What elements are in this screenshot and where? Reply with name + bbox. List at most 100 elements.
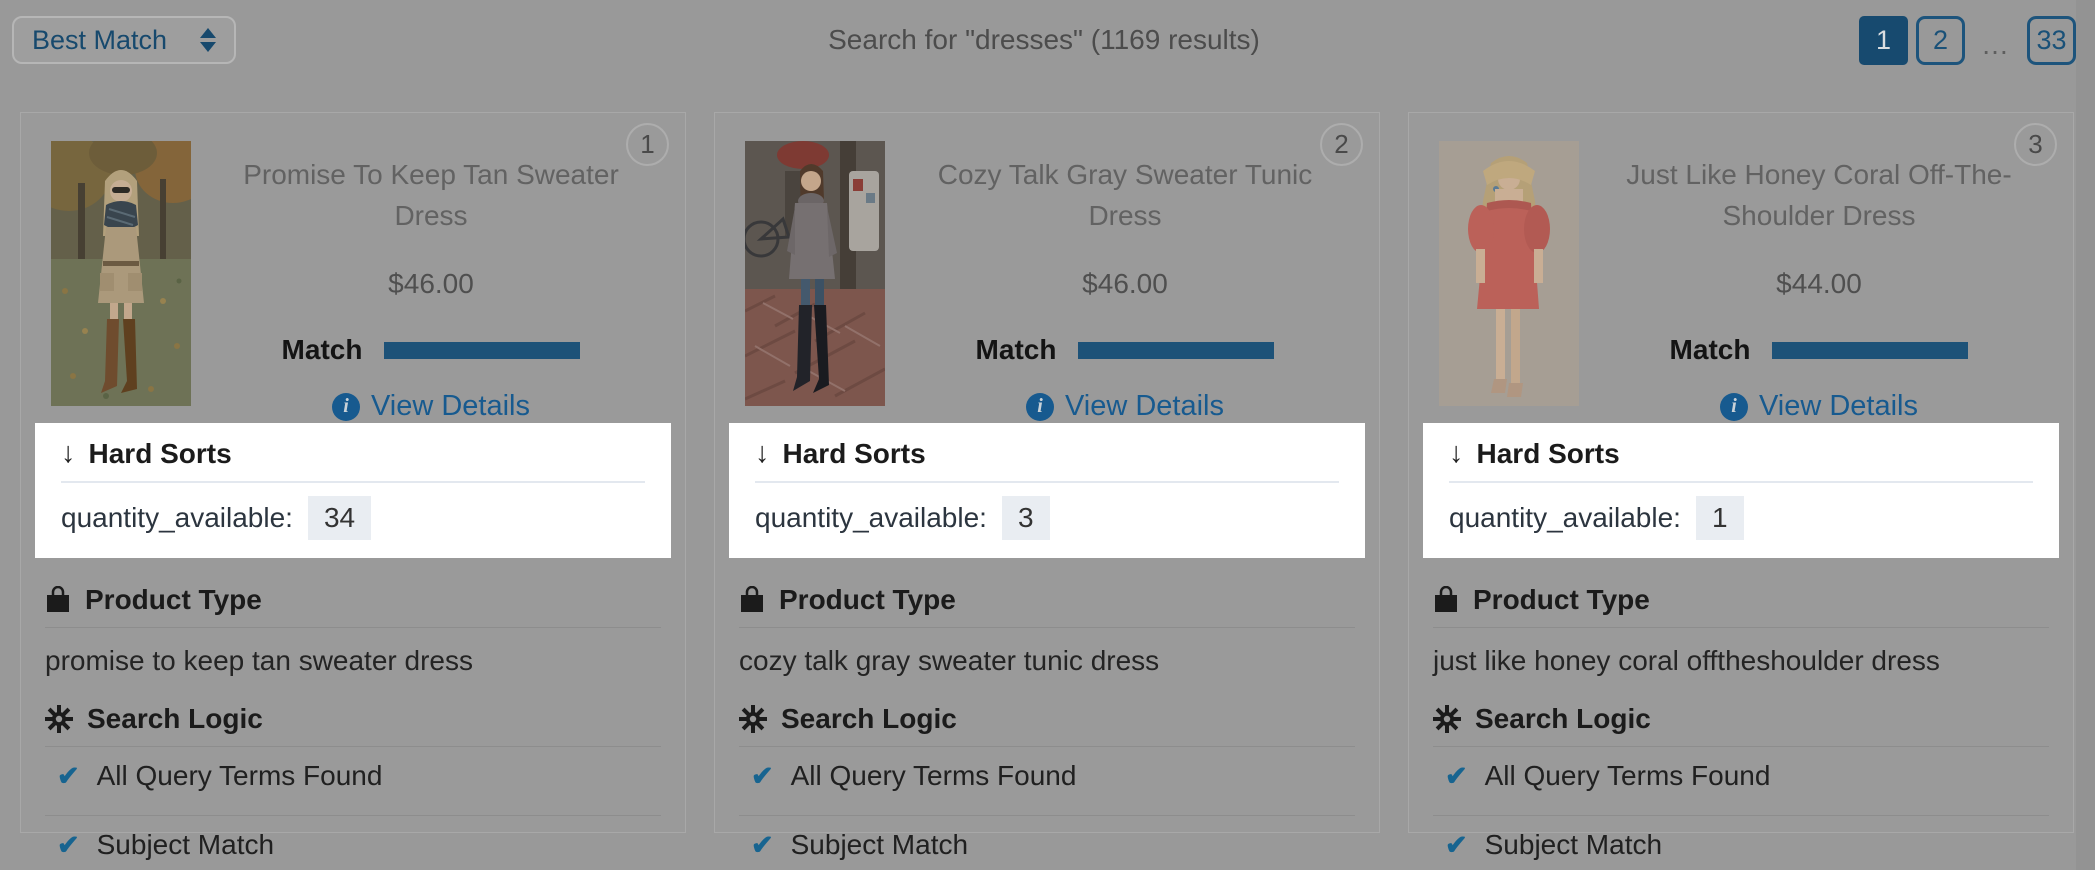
shopping-bag-icon: [47, 586, 69, 612]
view-details-link[interactable]: i View Details: [1719, 390, 1919, 423]
divider: [1433, 627, 2049, 628]
hard-sorts-header: ↓ Hard Sorts: [61, 437, 645, 470]
match-bar-fill: [384, 341, 581, 359]
down-arrow-icon: ↓: [1449, 437, 1464, 469]
logic-item-label: Subject Match: [1484, 829, 1663, 860]
product-type-section: Product Type just like honey coral offth…: [1423, 584, 2059, 677]
divider: [1433, 815, 2049, 816]
product-price: $46.00: [1082, 268, 1168, 300]
gear-icon: [45, 705, 73, 733]
hard-sorts-section: ↓ Hard Sorts quantity_available: 34: [35, 423, 671, 558]
down-arrow-icon: ↓: [61, 437, 76, 469]
pagination-page-1[interactable]: 1: [1859, 15, 1908, 65]
match-bar: [1078, 341, 1275, 359]
chevron-updown-icon: [200, 28, 216, 52]
logic-item: ✔ Subject Match: [45, 816, 661, 870]
match-row: Match: [282, 334, 581, 366]
gear-icon: [1433, 705, 1461, 733]
product-summary: Cozy Talk Gray Sweater Tunic Dress $46.0…: [729, 113, 1365, 423]
product-card: 3: [1408, 112, 2074, 860]
product-image[interactable]: [51, 141, 191, 406]
right-edge-strip: [2076, 0, 2095, 870]
page-title: Search for "dresses" (1169 results): [828, 24, 1260, 55]
search-logic-section: Search Logic ✔ All Query Terms Found ✔ S…: [729, 703, 1365, 870]
sort-dropdown-value: Best Match: [32, 24, 168, 55]
product-type-header: Product Type: [45, 584, 661, 616]
hard-sorts-title: Hard Sorts: [1476, 437, 1620, 469]
info-icon: i: [1025, 392, 1054, 421]
logic-item-label: Subject Match: [96, 829, 275, 860]
hard-sorts-title: Hard Sorts: [782, 437, 926, 469]
product-type-header: Product Type: [739, 584, 1355, 616]
quantity-field-label: quantity_available:: [61, 502, 293, 533]
check-icon: ✔: [1445, 829, 1468, 860]
check-icon: ✔: [751, 829, 774, 860]
product-type-value: promise to keep tan sweater dress: [45, 645, 473, 676]
search-logic-header: Search Logic: [1433, 703, 2049, 735]
match-bar: [384, 341, 581, 359]
search-results-grid: 1: [20, 112, 2074, 860]
rank-badge: 2: [1320, 123, 1363, 166]
quantity-field-label: quantity_available:: [755, 502, 987, 533]
info-icon: i: [331, 392, 360, 421]
gray-tunic-dress-photo: [745, 141, 885, 406]
pagination: 1 2 … 33: [1859, 15, 2076, 65]
match-row: Match: [1670, 334, 1969, 366]
hard-sorts-section: ↓ Hard Sorts quantity_available: 3: [729, 423, 1365, 558]
divider: [739, 815, 1355, 816]
search-logic-title: Search Logic: [781, 703, 957, 734]
quantity-value-badge: 1: [1695, 496, 1744, 540]
divider: [61, 481, 645, 483]
product-card: 1: [20, 112, 686, 860]
sort-dropdown[interactable]: Best Match: [12, 16, 236, 64]
rank-badge: 1: [626, 123, 669, 166]
search-logic-section: Search Logic ✔ All Query Terms Found ✔ S…: [1423, 703, 2059, 870]
match-label: Match: [1669, 334, 1751, 366]
divider: [45, 815, 661, 816]
pagination-page-2[interactable]: 2: [1916, 15, 1965, 65]
logic-item: ✔ Subject Match: [739, 816, 1355, 870]
tan-sweater-dress-photo: [51, 141, 191, 406]
product-image[interactable]: [745, 141, 885, 406]
view-details-link[interactable]: i View Details: [1025, 390, 1225, 423]
match-bar-fill: [1078, 341, 1275, 359]
product-type-title: Product Type: [779, 584, 956, 615]
view-details-link[interactable]: i View Details: [331, 390, 530, 423]
product-image[interactable]: [1439, 141, 1579, 406]
match-bar: [1772, 341, 1969, 359]
match-label: Match: [975, 334, 1057, 366]
check-icon: ✔: [751, 760, 774, 791]
product-card: 2: [714, 112, 1380, 860]
product-type-value: cozy talk gray sweater tunic dress: [739, 645, 1160, 676]
gear-icon: [739, 705, 767, 733]
search-logic-header: Search Logic: [45, 703, 661, 735]
hard-sorts-section: ↓ Hard Sorts quantity_available: 1: [1423, 423, 2059, 558]
results-header: Best Match Search for "dresses" (1169 re…: [12, 12, 2076, 68]
search-logic-title: Search Logic: [87, 703, 263, 734]
view-details-label: View Details: [1064, 390, 1225, 423]
product-summary: Just Like Honey Coral Off-The-Shoulder D…: [1423, 113, 2059, 423]
product-type-header: Product Type: [1433, 584, 2049, 616]
product-type-title: Product Type: [1473, 584, 1650, 615]
quantity-field-label: quantity_available:: [1449, 502, 1681, 533]
search-logic-title: Search Logic: [1475, 703, 1651, 734]
product-summary: Promise To Keep Tan Sweater Dress $46.00…: [35, 113, 671, 423]
product-price: $46.00: [388, 268, 474, 300]
product-type-section: Product Type cozy talk gray sweater tuni…: [729, 584, 1365, 677]
search-logic-header: Search Logic: [739, 703, 1355, 735]
down-arrow-icon: ↓: [755, 437, 770, 469]
product-price: $44.00: [1776, 268, 1862, 300]
divider: [739, 627, 1355, 628]
divider: [755, 481, 1339, 483]
search-logic-section: Search Logic ✔ All Query Terms Found ✔ S…: [35, 703, 671, 870]
pagination-page-last[interactable]: 33: [2027, 15, 2076, 65]
shopping-bag-icon: [1435, 586, 1457, 612]
hard-sorts-header: ↓ Hard Sorts: [755, 437, 1339, 470]
match-bar-fill: [1772, 341, 1969, 359]
view-details-label: View Details: [1758, 390, 1919, 423]
logic-item: ✔ All Query Terms Found: [739, 747, 1355, 804]
divider: [1449, 481, 2033, 483]
check-icon: ✔: [57, 760, 80, 791]
info-icon: i: [1719, 392, 1748, 421]
product-title: Just Like Honey Coral Off-The-Shoulder D…: [1626, 159, 2012, 231]
